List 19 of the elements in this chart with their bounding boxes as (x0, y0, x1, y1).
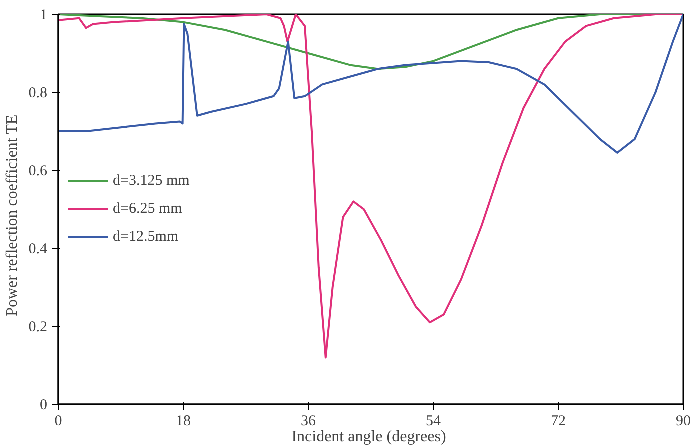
y-tick-label: 0.4 (28, 242, 48, 258)
x-tick-label: 18 (176, 414, 191, 430)
x-axis-title: Incident angle (degrees) (292, 428, 446, 446)
y-axis-title: Power reflection coefficient TE (4, 114, 21, 316)
line-series (58, 14, 684, 154)
x-tick-label: 90 (676, 414, 691, 430)
legend-label: d=3.125 mm (113, 172, 190, 190)
x-tick-label: 54 (426, 414, 442, 430)
y-tick-label: 0.8 (28, 86, 48, 102)
x-tick-label: 36 (301, 414, 316, 430)
line-series (58, 14, 684, 359)
x-tick-label: 0 (54, 414, 62, 430)
y-tick-label: 1 (40, 8, 48, 24)
y-tick-label: 0.2 (28, 320, 48, 336)
legend-label: d=6.25 mm (113, 200, 182, 218)
y-tick-label: 0.6 (28, 164, 48, 180)
legend-label: d=12.5mm (113, 228, 179, 246)
x-tick-label: 72 (551, 414, 566, 430)
y-tick-label: 0 (40, 398, 48, 414)
